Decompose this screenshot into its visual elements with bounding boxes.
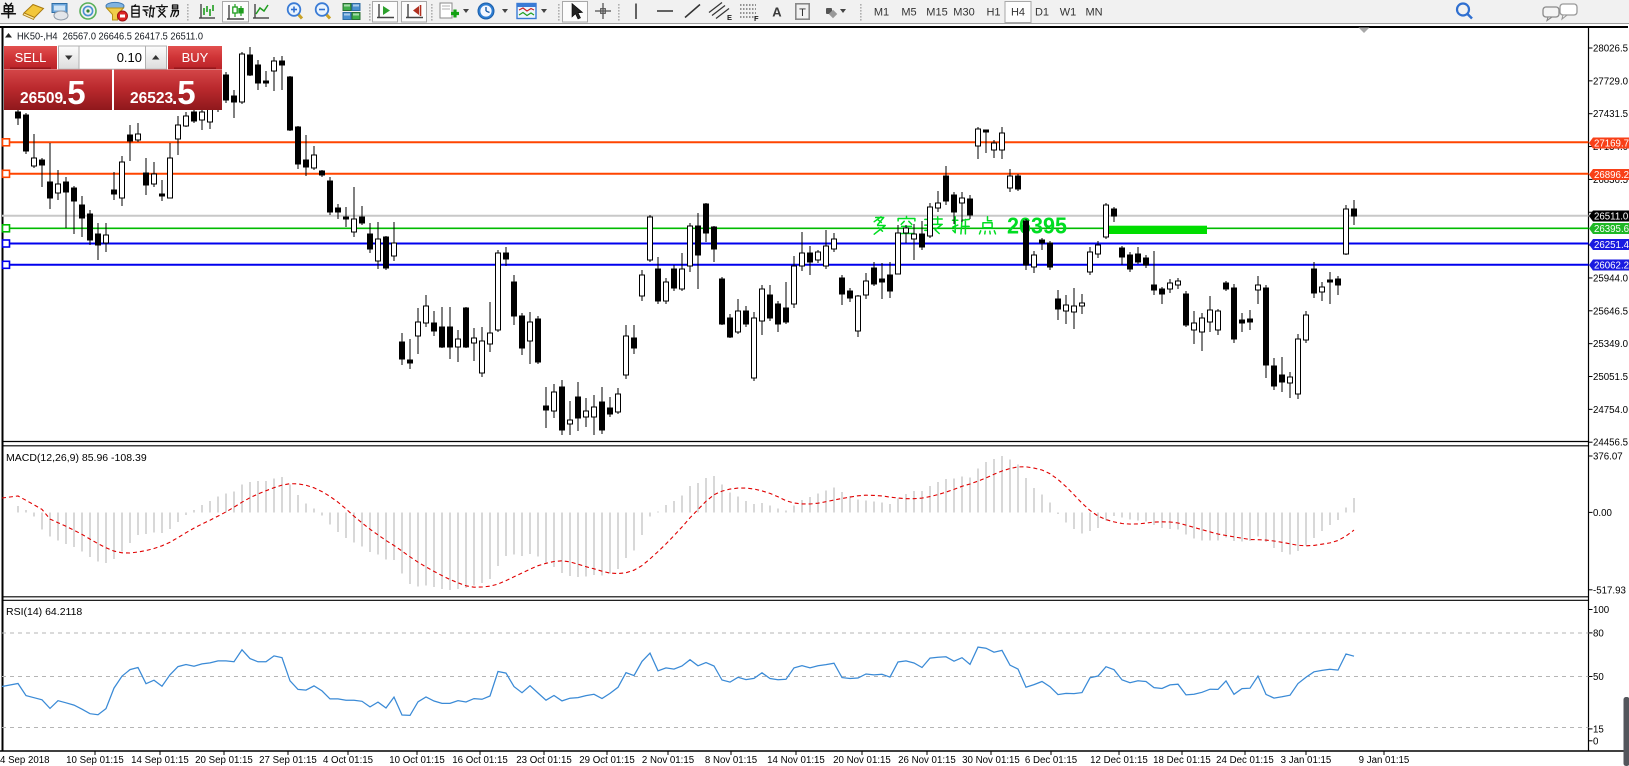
svg-text:18 Dec 01:15: 18 Dec 01:15 — [1153, 755, 1211, 766]
svg-text:14 Sep 01:15: 14 Sep 01:15 — [131, 755, 189, 766]
svg-text:25944.0: 25944.0 — [1593, 273, 1629, 284]
svg-text:W1: W1 — [1060, 7, 1077, 19]
svg-text:14 Nov 01:15: 14 Nov 01:15 — [767, 755, 825, 766]
svg-text:26395: 26395 — [1007, 213, 1067, 239]
svg-text:RSI(14) 64.2118: RSI(14) 64.2118 — [6, 606, 82, 618]
svg-text:10 Oct 01:15: 10 Oct 01:15 — [389, 755, 444, 766]
svg-text:100: 100 — [1593, 605, 1610, 616]
svg-text:24456.5: 24456.5 — [1593, 438, 1628, 449]
svg-text:F: F — [754, 14, 759, 23]
svg-text:16 Oct 01:15: 16 Oct 01:15 — [452, 755, 507, 766]
svg-text:25051.5: 25051.5 — [1593, 372, 1628, 383]
svg-text:0.00: 0.00 — [1593, 508, 1612, 519]
svg-text:MN: MN — [1085, 7, 1102, 19]
svg-text:24 Dec 01:15: 24 Dec 01:15 — [1216, 755, 1274, 766]
svg-text:4 Oct 01:15: 4 Oct 01:15 — [323, 755, 373, 766]
svg-text:28026.5: 28026.5 — [1593, 44, 1628, 55]
svg-text:4 Sep 2018: 4 Sep 2018 — [0, 755, 50, 766]
svg-text:15: 15 — [1593, 724, 1604, 735]
svg-text:24754.0: 24754.0 — [1593, 405, 1629, 416]
svg-text:HK50-,H4 26567.0 26646.5 2641: HK50-,H4 26567.0 26646.5 26417.5 26511.0 — [17, 31, 203, 43]
svg-text:0.10: 0.10 — [117, 50, 142, 65]
svg-text:376.07: 376.07 — [1593, 452, 1623, 463]
svg-text:A: A — [772, 5, 782, 20]
svg-text:8 Nov 01:15: 8 Nov 01:15 — [705, 755, 757, 766]
svg-text:26836.5: 26836.5 — [1593, 175, 1628, 186]
svg-text:20 Nov 01:15: 20 Nov 01:15 — [833, 755, 891, 766]
svg-text:T: T — [799, 7, 806, 19]
svg-text:26395.6: 26395.6 — [1594, 224, 1629, 235]
svg-text:27 Sep 01:15: 27 Sep 01:15 — [259, 755, 317, 766]
svg-text:10 Sep 01:15: 10 Sep 01:15 — [66, 755, 124, 766]
svg-text:E: E — [727, 13, 732, 22]
svg-text:27431.5: 27431.5 — [1593, 109, 1628, 120]
svg-text:26 Nov 01:15: 26 Nov 01:15 — [898, 755, 956, 766]
svg-text:26511.0: 26511.0 — [1594, 212, 1629, 223]
svg-text:M5: M5 — [901, 7, 916, 19]
svg-text:30 Nov 01:15: 30 Nov 01:15 — [962, 755, 1020, 766]
svg-text:H4: H4 — [1011, 7, 1025, 19]
svg-text:26509: 26509 — [20, 90, 63, 107]
svg-text:12 Dec 01:15: 12 Dec 01:15 — [1090, 755, 1148, 766]
svg-text:3 Jan 01:15: 3 Jan 01:15 — [1281, 755, 1332, 766]
svg-text:25349.0: 25349.0 — [1593, 339, 1629, 350]
svg-text:26896.2: 26896.2 — [1594, 170, 1629, 181]
svg-text:M30: M30 — [953, 7, 974, 19]
svg-text:29 Oct 01:15: 29 Oct 01:15 — [579, 755, 634, 766]
svg-text:MACD(12,26,9) 85.96 -108.39: MACD(12,26,9) 85.96 -108.39 — [6, 452, 147, 464]
svg-text:26062.2: 26062.2 — [1594, 261, 1629, 272]
svg-text:27169.7: 27169.7 — [1594, 139, 1629, 150]
svg-text:26251.4: 26251.4 — [1594, 240, 1629, 251]
svg-text:20 Sep 01:15: 20 Sep 01:15 — [195, 755, 253, 766]
svg-text:0: 0 — [1593, 736, 1599, 747]
svg-text:2 Nov 01:15: 2 Nov 01:15 — [642, 755, 694, 766]
svg-text:M15: M15 — [926, 7, 947, 19]
svg-text:H1: H1 — [986, 7, 1000, 19]
svg-text:50: 50 — [1593, 672, 1604, 683]
svg-text:80: 80 — [1593, 628, 1604, 639]
svg-text:.5: .5 — [62, 74, 86, 111]
svg-text:M1: M1 — [874, 7, 889, 19]
svg-text:23 Oct 01:15: 23 Oct 01:15 — [516, 755, 571, 766]
svg-text:SELL: SELL — [15, 50, 47, 65]
svg-text:27729.0: 27729.0 — [1593, 76, 1629, 87]
svg-text:-517.93: -517.93 — [1593, 585, 1626, 596]
svg-text:26523: 26523 — [130, 90, 173, 107]
svg-text:D1: D1 — [1035, 7, 1049, 19]
svg-text:.5: .5 — [172, 74, 196, 111]
svg-text:9 Jan 01:15: 9 Jan 01:15 — [1359, 755, 1410, 766]
svg-text:BUY: BUY — [182, 50, 209, 65]
svg-text:25646.5: 25646.5 — [1593, 306, 1628, 317]
svg-text:6 Dec 01:15: 6 Dec 01:15 — [1025, 755, 1077, 766]
